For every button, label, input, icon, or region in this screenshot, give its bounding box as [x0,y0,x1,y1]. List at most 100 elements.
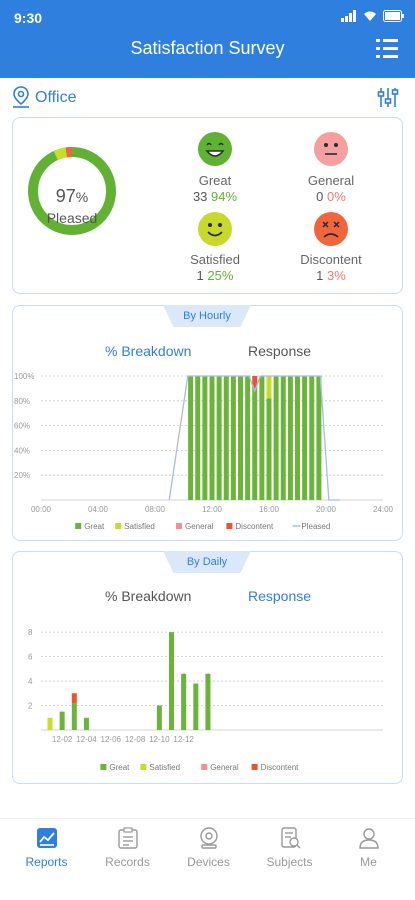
rating-satisfied-count: 1 [196,268,204,283]
menu-icon[interactable] [376,38,398,60]
hourly-bar-great [188,376,194,500]
legend-label-satisfied: Satisfied [124,522,155,531]
rating-general-stats: 0 0% [281,189,381,204]
rating-satisfied-percent: 25% [207,268,234,283]
hourly-bar-great [216,376,222,500]
hourly-badge: By Hourly [163,305,251,327]
hourly-bar-satisfied [266,376,272,399]
battery-icon [383,10,404,22]
daily-bar-great [71,703,77,730]
records-icon [117,827,138,849]
daily-bar-great [169,632,174,730]
rating-great-percent: 94% [211,189,238,204]
nav-reports[interactable]: Reports [5,827,88,869]
legend-label-general: General [210,763,239,772]
legend-swatch-great [100,764,107,770]
hourly-bar-great [230,376,236,500]
hourly-bar-great [280,376,286,500]
nav-subjects-label: Subjects [266,855,313,869]
daily-x-tick: 12-12 [173,735,194,744]
legend-swatch-discontent [226,523,233,529]
daily-bar-great [181,673,187,730]
daily-bar-great [59,711,65,730]
hourly-bar-great [316,376,322,500]
daily-x-tick: 12-10 [149,735,170,744]
daily-bar-great [193,683,199,730]
signal-icon [341,10,356,22]
rating-discontent-count: 1 [316,268,324,283]
summary-card: 97% Pleased Great 33 94% General 0 0% Sa… [12,117,403,294]
location-bar: Office [0,84,415,112]
rating-discontent-percent: 3% [327,268,346,283]
daily-x-tick: 12-08 [125,735,146,744]
legend-label-great: Great [109,763,130,772]
status-time: 9:30 [14,10,43,26]
legend-swatch-general [176,523,182,529]
daily-bar-great [205,673,211,730]
hourly-y-tick: 60% [14,422,30,431]
daily-bar-great [156,705,162,730]
legend-label-satisfied: Satisfied [149,763,180,772]
hourly-y-tick: 40% [14,446,30,455]
hourly-bar-great [238,376,243,500]
discontent-face-icon [314,212,348,246]
daily-tab-response[interactable]: Response [248,588,312,604]
daily-y-tick: 2 [28,702,33,711]
page-title: Satisfaction Survey [130,38,285,58]
subjects-icon [280,827,300,849]
nav-me[interactable]: Me [327,827,410,869]
hourly-x-tick: 04:00 [88,505,109,514]
legend-swatch-discontent [251,764,258,770]
filter-icon[interactable] [377,86,399,108]
hourly-bar-great [287,376,293,500]
legend-swatch-satisfied [115,523,122,529]
rating-satisfied-name: Satisfied [190,252,240,267]
hourly-x-tick: 08:00 [145,505,166,514]
rating-general-name: General [307,173,355,188]
legend-swatch-satisfied [140,764,147,770]
legend-swatch-great [75,523,82,529]
daily-bar-satisfied [47,717,53,730]
rating-great-stats: 33 94% [165,189,265,204]
hourly-bar-great [245,376,251,500]
daily-x-tick: 12-04 [76,735,97,744]
satisfied-face-icon [198,212,232,246]
rating-discontent-stats: 1 3% [281,268,381,283]
hourly-bar-great [302,376,308,500]
hourly-bar-great [223,376,229,500]
rating-general-percent: 0% [327,189,346,204]
hourly-bar-great [209,376,215,500]
nav-me-label: Me [360,855,377,869]
location-pin-icon[interactable] [12,86,30,108]
daily-y-tick: 4 [28,677,33,686]
hourly-tab-breakdown[interactable]: % Breakdown [105,343,192,359]
daily-y-tick: 8 [28,628,33,637]
nav-records[interactable]: Records [86,827,169,869]
nav-records-label: Records [105,855,150,869]
hourly-bar-great [259,376,265,500]
daily-tab-breakdown[interactable]: % Breakdown [105,588,192,604]
hourly-pleased-line [168,375,341,501]
hourly-bar-great [266,398,272,500]
hourly-chart: 100% 80% 60% 40% 20% 00:00 04:00 08:00 12:00 16:0… [14,372,394,531]
nav-subjects[interactable]: Subjects [248,827,331,869]
hourly-bar-great [273,376,279,500]
legend-label-general: General [185,522,214,531]
nav-devices[interactable]: Devices [167,827,250,869]
location-label[interactable]: Office [35,89,77,106]
donut-unit: % [75,189,89,205]
hourly-y-tick: 100% [14,372,34,381]
hourly-bar-great [202,376,208,500]
donut-label: Pleased [46,210,98,226]
hourly-bar-great [195,376,201,500]
wifi-icon [364,11,376,21]
hourly-x-tick: 20:00 [316,505,337,514]
legend-label-pleased: Pleased [301,522,330,531]
me-icon [358,828,379,849]
hourly-tab-response[interactable]: Response [248,343,312,359]
nav-reports-label: Reports [25,855,68,869]
hourly-card: By Hourly % Breakdown Response 100% 80% 60… [12,305,403,541]
great-face-icon [198,132,232,166]
status-icons [341,10,405,22]
hourly-x-tick: 00:00 [31,505,52,514]
